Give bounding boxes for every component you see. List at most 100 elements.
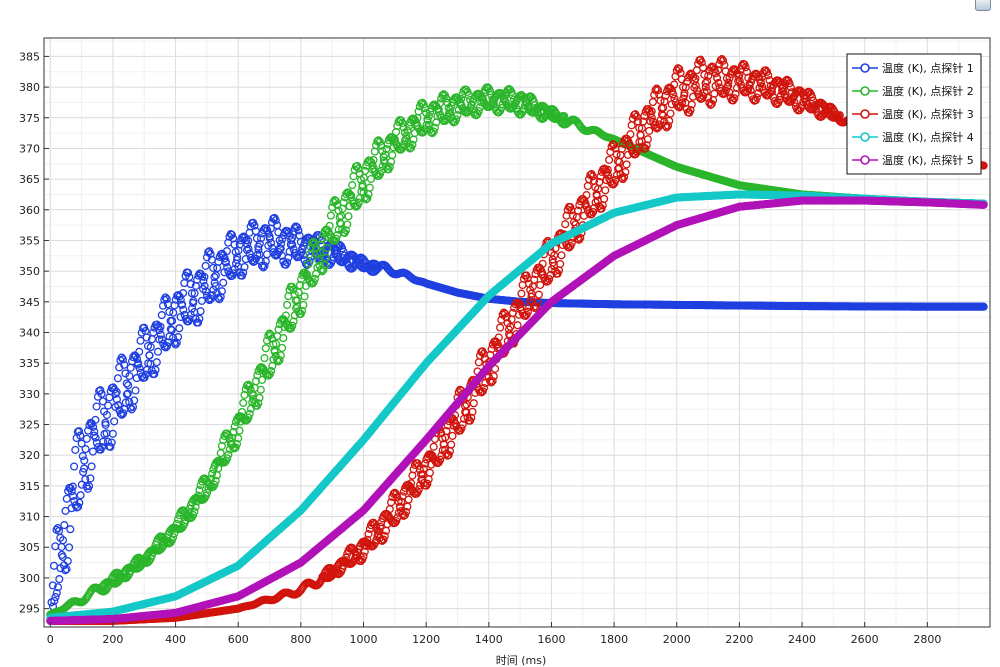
series-1-marker [135, 364, 144, 373]
series-1-marker [339, 247, 348, 256]
series-1-marker [122, 390, 131, 399]
series-1-marker [288, 233, 297, 242]
series-1-marker [266, 238, 276, 247]
series-1-marker [186, 280, 195, 289]
series-1-marker [222, 247, 231, 256]
series-2-marker [217, 441, 226, 451]
y-tick-label: 360 [19, 204, 40, 217]
x-tick-label: 2600 [851, 633, 879, 646]
series-1-marker [211, 271, 220, 280]
series-1-marker [176, 312, 185, 322]
series-2-marker [195, 486, 204, 495]
series-1-marker [268, 244, 277, 253]
series-1-marker [174, 290, 183, 300]
series-2-marker [245, 409, 254, 418]
x-tick-label: 800 [290, 633, 311, 646]
series-1-marker [194, 318, 203, 327]
legend-label: 温度 (K), 点探针 1 [882, 61, 974, 75]
series-layer [46, 55, 988, 625]
y-tick-label: 335 [19, 357, 40, 370]
y-tick-label: 355 [19, 234, 40, 247]
series-2-marker [210, 480, 219, 489]
series-1-marker [174, 333, 183, 342]
y-tick-label: 340 [19, 327, 40, 340]
series-2-marker [328, 203, 337, 212]
series-2-marker [235, 426, 244, 435]
series-1-marker [316, 236, 325, 245]
series-1-marker [210, 273, 219, 282]
x-tick-label: 200 [102, 633, 123, 646]
series-2-marker [315, 248, 324, 257]
series-1-marker [230, 240, 239, 249]
legend-marker [860, 63, 870, 73]
series-1-marker [120, 360, 129, 369]
legend[interactable]: 温度 (K), 点探针 1温度 (K), 点探针 2温度 (K), 点探针 3温… [846, 53, 982, 175]
series-1-marker [205, 296, 214, 305]
series-1-marker [155, 325, 164, 335]
series-2-marker [281, 311, 290, 320]
series-1-marker [153, 347, 163, 356]
legend-marker [860, 132, 870, 142]
series-1-marker [113, 374, 122, 383]
series-1-marker [80, 456, 89, 465]
series-1-marker [70, 462, 79, 471]
series-1-marker [277, 239, 286, 248]
y-tick-label: 380 [19, 81, 40, 94]
series-1-marker [119, 409, 128, 418]
series-1-marker [90, 427, 99, 436]
window-corner-icon[interactable] [975, 0, 991, 11]
series-1-marker [979, 302, 988, 311]
series-1-marker [217, 287, 226, 296]
series-2-marker [320, 261, 329, 270]
x-tick-label: 400 [165, 633, 186, 646]
series-2-marker [314, 256, 323, 265]
y-tick-label: 345 [19, 296, 40, 309]
series-2-marker [276, 351, 285, 360]
legend-label: 温度 (K), 点探针 3 [882, 107, 974, 121]
series-1-marker [187, 289, 196, 298]
series-2-marker [220, 458, 229, 467]
series-1-marker [221, 257, 230, 266]
series-1-marker [177, 300, 186, 309]
series-1-marker [294, 226, 303, 235]
series-2-marker [288, 321, 297, 330]
series-1-marker [106, 442, 115, 451]
series-1-marker [91, 433, 100, 442]
series-1-marker [169, 308, 178, 317]
series-1-marker [142, 333, 151, 342]
series-2-marker [321, 253, 330, 262]
series-2-marker [257, 375, 267, 384]
series-1-marker [102, 410, 111, 420]
series-1-marker [110, 385, 119, 394]
series-1-marker [81, 445, 90, 454]
series-1-marker [58, 536, 68, 545]
y-tick-label: 375 [19, 112, 40, 125]
series-1-marker [62, 565, 71, 574]
series-1-marker [271, 216, 280, 225]
series-2-marker [253, 371, 262, 380]
y-tick-label: 310 [19, 511, 40, 524]
series-1-marker [254, 245, 263, 254]
series-1-marker [168, 316, 177, 325]
series-2-marker [331, 197, 340, 206]
series-1-marker [219, 278, 228, 287]
series-2-marker [230, 444, 239, 453]
series-2-marker [239, 398, 248, 407]
series-2-marker [330, 196, 339, 205]
series-2-marker [299, 300, 308, 310]
series-2-marker [174, 515, 183, 524]
series-1-marker [256, 234, 266, 243]
series-2-marker [275, 355, 284, 365]
series-1-marker [50, 596, 59, 605]
series-1-marker [294, 252, 303, 262]
series-1-marker [211, 281, 220, 291]
series-1-marker [86, 474, 95, 483]
series-2-marker [232, 439, 242, 449]
series-1-marker [92, 402, 101, 411]
grid-lines [44, 38, 990, 627]
series-2-marker [323, 244, 332, 253]
series-2-marker [203, 488, 212, 497]
series-1-marker [125, 397, 134, 407]
series-1-marker [167, 326, 176, 335]
series-1-marker [201, 261, 210, 270]
